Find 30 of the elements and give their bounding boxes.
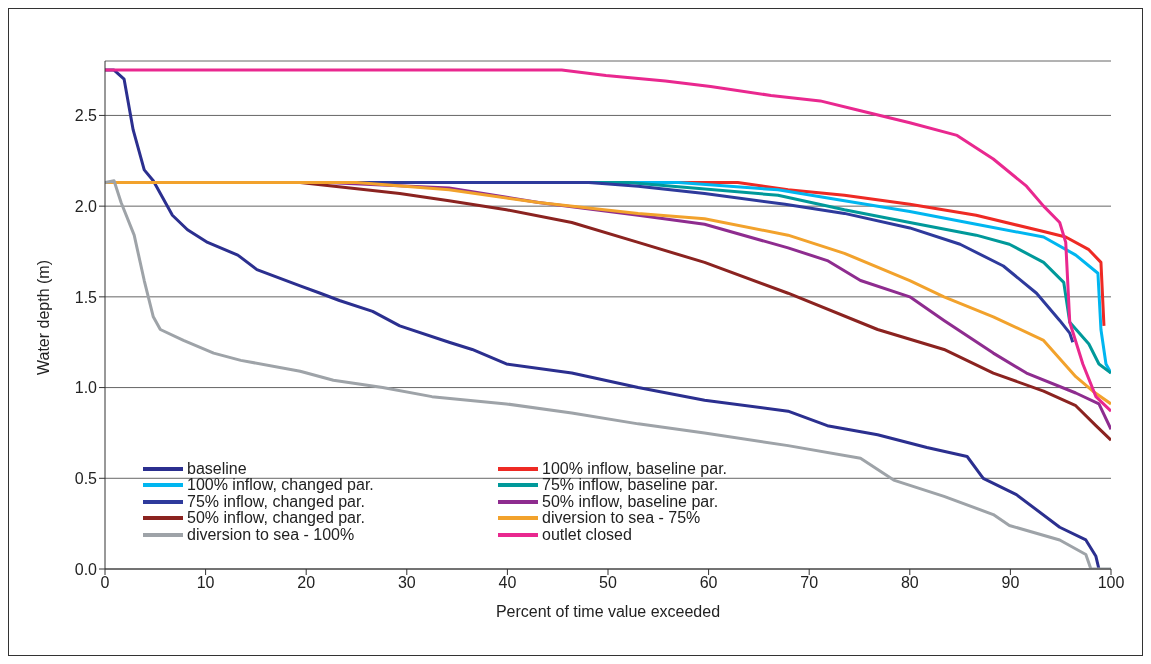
y-tick-label: 1.5 — [74, 288, 98, 306]
x-tick-label: 10 — [196, 574, 215, 592]
x-tick-label: 20 — [297, 574, 316, 592]
x-tick-label: 80 — [900, 574, 919, 592]
line-series — [105, 68, 1111, 413]
y-tick-label: 2.5 — [74, 107, 98, 125]
legend-label: diversion to sea - 75% — [542, 509, 701, 527]
x-tick-label: 90 — [1001, 574, 1020, 592]
legend-label: baseline — [187, 459, 247, 477]
y-tick-label: 0.5 — [74, 469, 98, 487]
x-tick-label: 50 — [599, 574, 617, 592]
legend-label: 50% inflow, baseline par. — [542, 492, 719, 510]
x-axis-title: Percent of time value exceeded — [495, 603, 721, 620]
x-tick-label: 60 — [699, 574, 718, 592]
x-tick-label: 100 — [1097, 574, 1125, 592]
y-tick-label: 1.0 — [74, 379, 98, 397]
x-tick-label: 70 — [800, 574, 819, 592]
y-axis-title: Water depth (m) — [34, 260, 52, 375]
y-tick-label: 2.0 — [74, 197, 98, 215]
legend-label: 100% inflow, changed par. — [187, 476, 374, 494]
legend-label: diversion to sea - 100% — [187, 525, 355, 543]
legend-label: 100% inflow, baseline par. — [542, 459, 728, 477]
legend-label: 75% inflow, changed par. — [187, 492, 365, 510]
x-tick-label: 30 — [397, 574, 416, 592]
x-tick-label: 0 — [100, 574, 110, 592]
legend-label: 50% inflow, changed par. — [187, 509, 365, 527]
x-tick-label: 40 — [498, 574, 517, 592]
legend-label: outlet closed — [542, 525, 632, 543]
y-tick-label: 0.0 — [74, 560, 98, 578]
legend-label: 75% inflow, baseline par. — [542, 476, 719, 494]
